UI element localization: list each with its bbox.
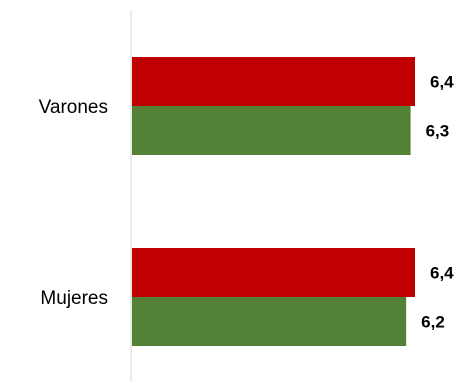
bar-mujeres-series-1: [132, 248, 415, 297]
bar-varones-series-2: [132, 106, 411, 155]
data-label-mujeres-series-1: 6,4: [430, 264, 454, 283]
bar-mujeres-series-2: [132, 297, 406, 346]
category-label-mujeres: Mujeres: [40, 288, 108, 309]
data-label-mujeres-series-2: 6,2: [421, 313, 445, 332]
bar-varones-series-1: [132, 57, 415, 106]
data-label-varones-series-2: 6,3: [426, 122, 450, 141]
data-label-varones-series-1: 6,4: [430, 73, 454, 92]
category-label-varones: Varones: [39, 97, 108, 118]
